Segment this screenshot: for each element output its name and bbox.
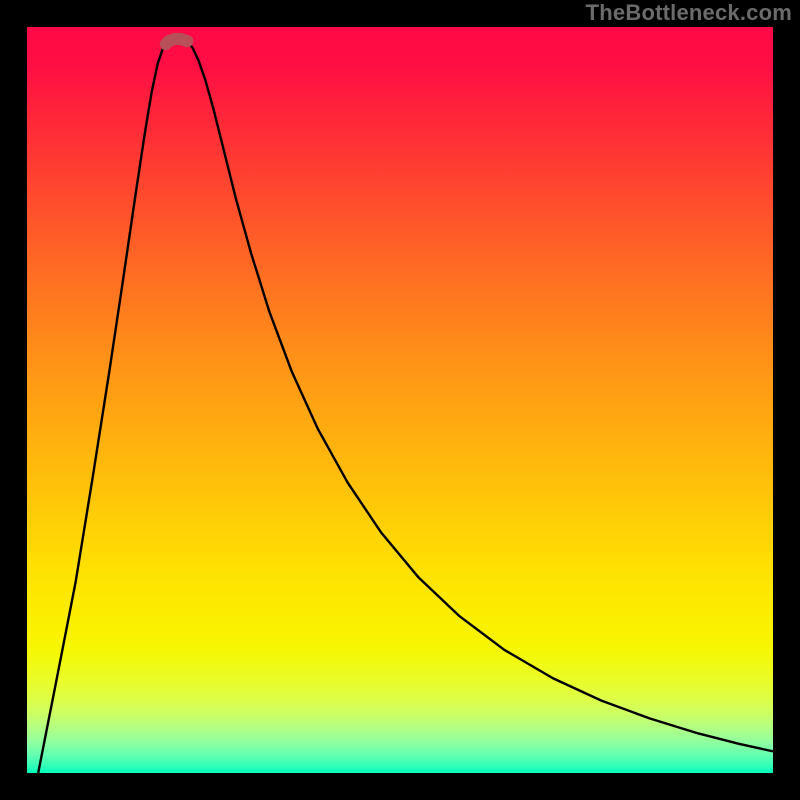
gradient-background — [27, 27, 773, 773]
bottleneck-chart — [27, 27, 773, 773]
watermark-text: TheBottleneck.com — [586, 0, 792, 26]
optimal-region-highlight — [166, 39, 188, 44]
chart-container: TheBottleneck.com — [0, 0, 800, 800]
